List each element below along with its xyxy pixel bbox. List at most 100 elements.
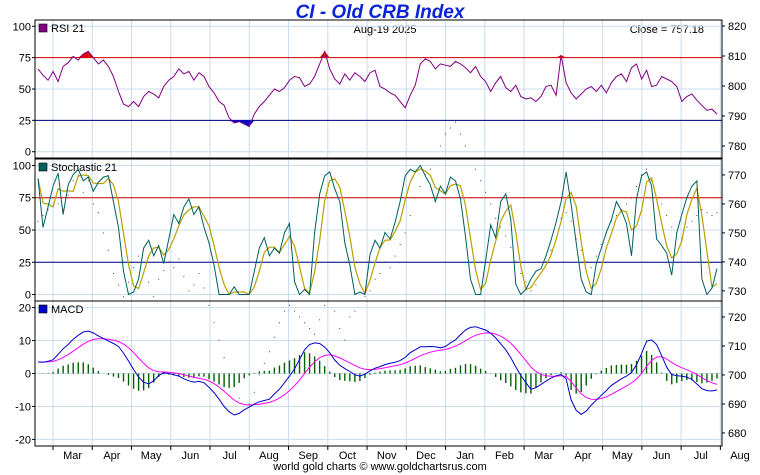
rsi-oversold-fill-41 — [244, 120, 250, 127]
price-dot-p1-115 — [615, 215, 617, 217]
price-dot-p1-30 — [188, 290, 190, 292]
price-dot-p1-98 — [530, 290, 532, 292]
price-dot-p2-43 — [253, 391, 255, 393]
x-tick-label-7: Oct — [339, 450, 356, 462]
price-dot-p0-85 — [465, 145, 467, 147]
x-tick-label-14: May — [612, 450, 633, 462]
price-dot-p0-80 — [439, 145, 441, 147]
chart-title: CI - Old CRB Index — [295, 2, 465, 23]
price-dot-p2-55 — [314, 333, 316, 335]
rsi-overbought-fill-9 — [83, 51, 89, 58]
price-dot-p1-74 — [409, 215, 411, 217]
price-dot-p2-60 — [339, 328, 341, 330]
price-dot-p1-24 — [158, 278, 160, 280]
price-dot-p1-13 — [102, 232, 104, 234]
price-dot-p2-62 — [349, 316, 351, 318]
price-dot-p2-53 — [304, 322, 306, 324]
price-dot-p1-66 — [369, 290, 371, 292]
right-tick-p2-1: 690 — [728, 399, 746, 411]
x-tick-label-10: Jan — [456, 450, 474, 462]
price-dot-p1-92 — [500, 226, 502, 228]
x-tick-label-5: Aug — [259, 450, 279, 462]
left-tick-p0-1: 25 — [19, 115, 31, 127]
price-dot-p2-51 — [294, 310, 296, 312]
price-dot-p1-29 — [183, 275, 185, 277]
price-dot-p2-42 — [248, 403, 250, 405]
price-dot-p1-70 — [389, 267, 391, 269]
right-tick-p2-0: 680 — [728, 428, 746, 440]
right-tick-p0-4: 820 — [728, 21, 746, 33]
right-tick-p0-1: 790 — [728, 111, 746, 123]
rsi-overbought-fill-104 — [561, 55, 567, 58]
price-dot-p1-131 — [696, 215, 698, 217]
price-dot-p1-17 — [123, 296, 125, 298]
price-dot-p1-124 — [661, 203, 663, 205]
price-dot-p1-4 — [57, 203, 59, 205]
price-dot-p1-129 — [686, 226, 688, 228]
price-dot-p2-49 — [283, 310, 285, 312]
price-dot-p2-63 — [354, 310, 356, 312]
price-dot-p1-96 — [520, 272, 522, 274]
price-dot-p1-76 — [419, 186, 421, 188]
left-tick-p0-2: 50 — [19, 84, 31, 96]
price-dot-p1-99 — [535, 284, 537, 286]
price-dot-p1-33 — [203, 287, 205, 289]
price-dot-p1-65 — [364, 296, 366, 298]
price-dot-p1-104 — [560, 217, 562, 219]
right-tick-p2-4: 720 — [728, 312, 746, 324]
price-dot-p1-134 — [711, 215, 713, 217]
x-tick-label-0: Mar — [63, 450, 82, 462]
price-dot-p2-35 — [213, 322, 215, 324]
price-dot-p0-82 — [449, 127, 451, 129]
legend-label-p2: MACD — [51, 304, 83, 316]
price-dot-p1-102 — [550, 249, 552, 251]
x-tick-label-15: Jun — [653, 450, 671, 462]
price-dot-p1-132 — [701, 209, 703, 211]
rsi-oversold-fill-42 — [249, 120, 255, 127]
price-dot-p1-15 — [112, 272, 114, 274]
x-tick-label-9: Dec — [416, 450, 436, 462]
x-tick-label-2: May — [141, 450, 162, 462]
price-dot-p0-84 — [459, 133, 461, 135]
price-dot-p1-121 — [646, 168, 648, 170]
price-dot-p1-67 — [374, 278, 376, 280]
price-dot-p1-22 — [148, 281, 150, 283]
price-dot-p2-36 — [218, 339, 220, 341]
price-dot-p2-37 — [223, 357, 225, 359]
price-dot-p2-47 — [273, 336, 275, 338]
x-tick-label-13: Apr — [574, 450, 591, 462]
price-dot-p1-90 — [490, 203, 492, 205]
price-dot-p1-9 — [82, 191, 84, 193]
legend-swatch-p1 — [38, 162, 48, 172]
price-dot-p1-68 — [379, 272, 381, 274]
price-dot-p0-83 — [454, 121, 456, 123]
price-dot-p2-61 — [344, 339, 346, 341]
price-dot-p1-28 — [178, 258, 180, 260]
price-dot-p1-97 — [525, 281, 527, 283]
price-dot-p2-54 — [309, 328, 311, 330]
price-dot-p1-8 — [77, 174, 79, 176]
price-dot-p1-1 — [42, 215, 44, 217]
price-dot-p1-72 — [399, 243, 401, 245]
price-dot-p1-135 — [716, 212, 718, 214]
price-dot-p1-10 — [87, 180, 89, 182]
left-tick-p2-3: 10 — [19, 336, 31, 348]
legend-label-p0: RSI 21 — [51, 23, 85, 35]
price-dot-p2-46 — [268, 351, 270, 353]
price-dot-p2-59 — [334, 310, 336, 312]
right-tick-p2-2: 700 — [728, 370, 746, 382]
price-dot-p1-119 — [636, 186, 638, 188]
price-dot-p1-71 — [394, 255, 396, 257]
close-label: Close = 757.18 — [630, 24, 704, 36]
macd-line — [37, 326, 718, 416]
price-dot-p2-34 — [208, 304, 210, 306]
right-tick-p1-1: 740 — [728, 257, 746, 269]
price-dot-p2-52 — [299, 316, 301, 318]
rsi-overbought-fill-103 — [556, 55, 562, 58]
right-tick-p0-3: 810 — [728, 51, 746, 63]
left-tick-p1-4: 100 — [13, 160, 31, 172]
rsi-overbought-fill-56 — [319, 51, 325, 58]
legend-label-p1: Stochastic 21 — [51, 162, 117, 174]
price-dot-p1-25 — [163, 270, 165, 272]
